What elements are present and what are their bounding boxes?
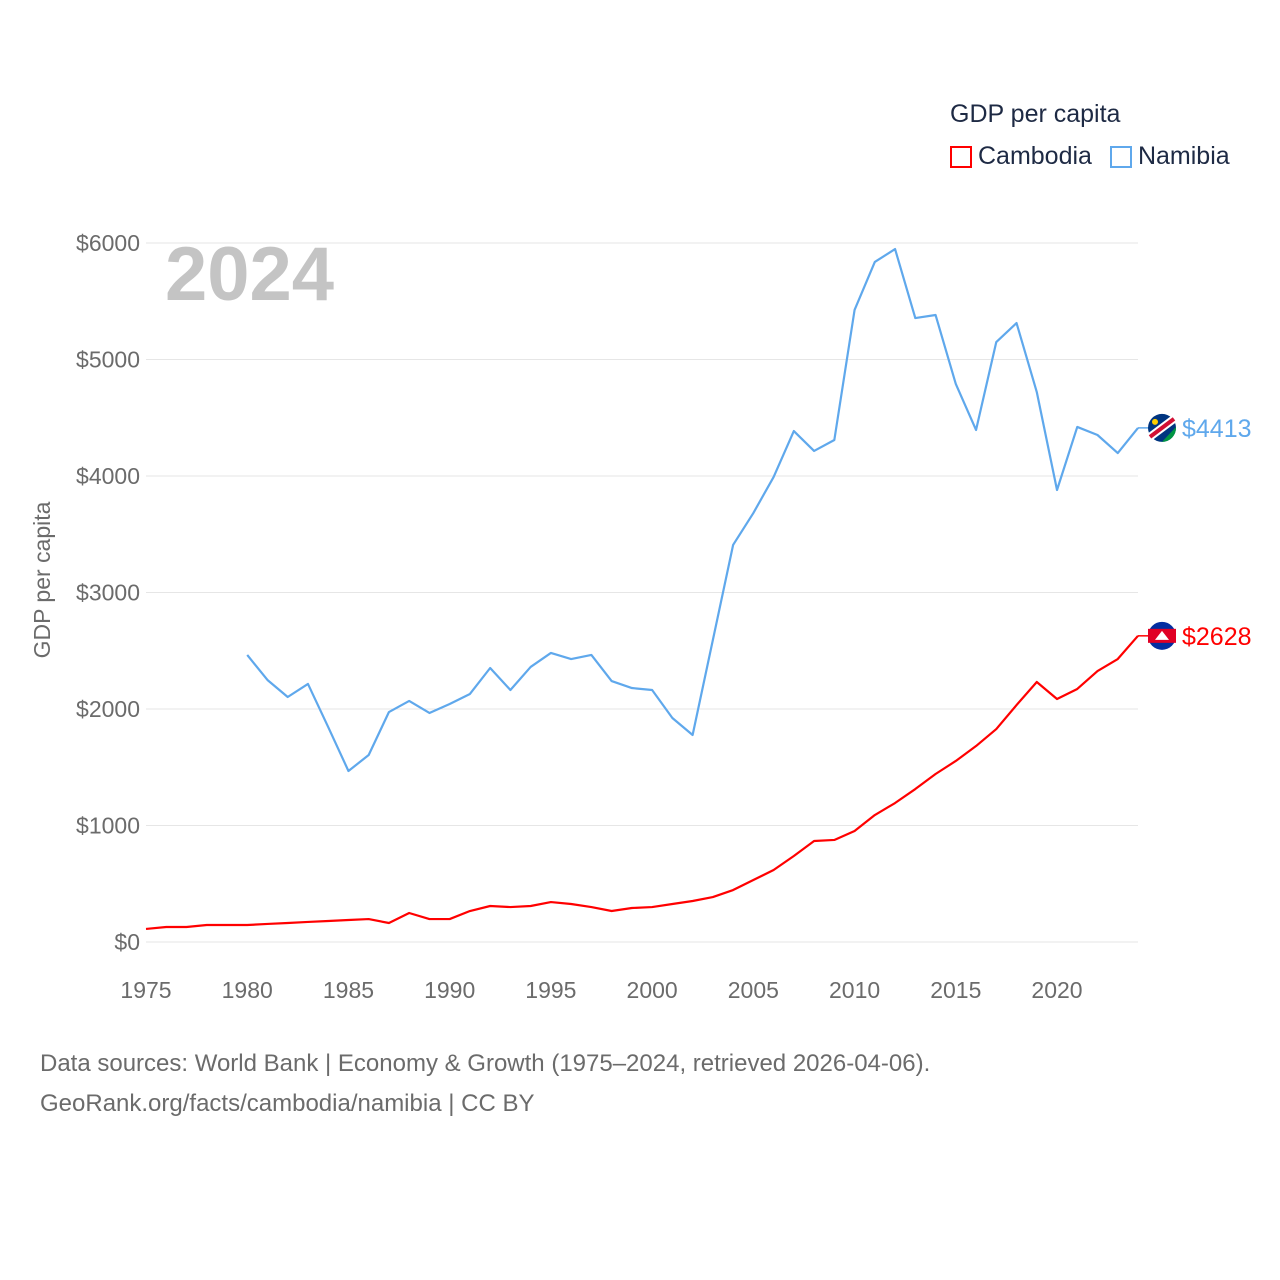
x-tick-label: 1995 [525, 977, 576, 1003]
end-value-label-namibia: $4413 [1182, 415, 1252, 443]
source-note: Data sources: World Bank | Economy & Gro… [40, 1044, 930, 1124]
x-tick-label: 2010 [829, 977, 880, 1003]
legend-label: Cambodia [978, 142, 1092, 170]
x-tick-label: 1985 [323, 977, 374, 1003]
x-tick-label: 2000 [627, 977, 678, 1003]
legend-swatch-cambodia [950, 145, 972, 168]
series-line-namibia [246, 247, 1139, 773]
flag-sun [1152, 418, 1158, 425]
end-value-label-cambodia: $2628 [1182, 623, 1252, 651]
y-tick-label: $6000 [76, 230, 140, 256]
namibia-flag-icon [1147, 413, 1177, 442]
y-tick-label: $3000 [76, 580, 140, 606]
y-tick-label: $4000 [76, 463, 140, 489]
flag-temple [1155, 630, 1169, 640]
series-line-cambodia [145, 635, 1139, 931]
cambodia-flag-icon [1148, 621, 1176, 650]
y-axis-label: GDP per capita [29, 501, 55, 658]
x-tick-label: 1990 [424, 977, 475, 1003]
legend-item-namibia[interactable]: Namibia [1109, 142, 1230, 171]
flag-red-band [1148, 417, 1176, 439]
y-tick-label: $0 [114, 929, 140, 955]
legend-item-cambodia[interactable]: Cambodia [950, 142, 1092, 171]
year-watermark: 2024 [165, 232, 334, 317]
legend-swatch-namibia [1109, 145, 1132, 168]
y-tick-label: $1000 [76, 813, 140, 839]
legend-label: Namibia [1137, 142, 1230, 170]
x-tick-label: 2020 [1031, 977, 1082, 1003]
legend-title: GDP per capita [950, 100, 1121, 128]
flag-green [1162, 426, 1177, 442]
source-link[interactable]: GeoRank.org/facts/cambodia/namibia | CC … [40, 1090, 535, 1117]
y-tick-label: $5000 [76, 347, 140, 373]
source-line: Data sources: World Bank | Economy & Gro… [40, 1050, 931, 1077]
x-tick-label: 2005 [728, 977, 779, 1003]
x-tick-label: 1975 [120, 977, 171, 1003]
legend: Cambodia Namibia [950, 142, 1230, 171]
x-tick-label: 1980 [222, 977, 273, 1003]
x-tick-label: 2015 [930, 977, 981, 1003]
y-tick-label: $2000 [76, 696, 140, 722]
